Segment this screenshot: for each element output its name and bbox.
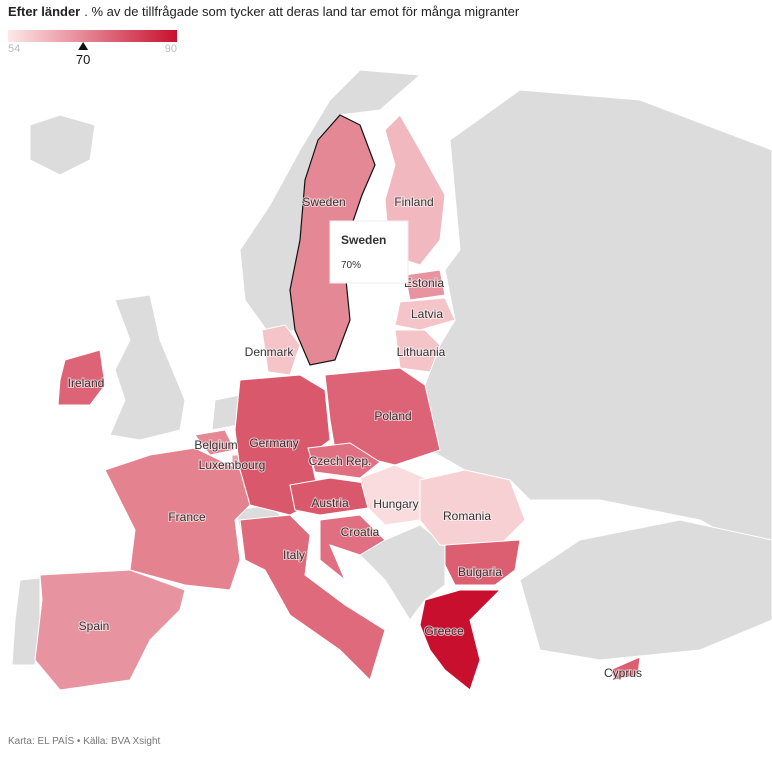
country-label: Czech Rep. xyxy=(309,454,372,468)
legend-marker: 70 xyxy=(76,42,90,67)
country xyxy=(419,589,502,691)
country-label: France xyxy=(168,510,206,524)
country xyxy=(394,297,456,331)
country xyxy=(444,539,521,586)
country-label: Italy xyxy=(283,548,305,562)
country xyxy=(324,367,441,466)
legend: 54 90 70 xyxy=(8,30,177,67)
country-label: Romania xyxy=(443,509,491,523)
country xyxy=(34,569,186,691)
country-label: Belgium xyxy=(194,438,237,452)
country-label: Spain xyxy=(79,619,110,633)
country xyxy=(419,469,526,551)
uk xyxy=(109,294,186,441)
legend-max: 90 xyxy=(165,43,177,55)
footer: Karta: EL PAÍS • Källa: BVA Xsight xyxy=(8,734,161,747)
turkey xyxy=(519,519,772,661)
country-labels: Sweden Finland Denmark Estonia Latvia Lithuan… xyxy=(67,194,643,681)
country-label: Croatia xyxy=(341,525,380,539)
legend-min: 54 xyxy=(8,43,20,55)
title-line: Efter länder . % av de tillfrågade som ty… xyxy=(8,4,520,19)
country-label: Estonia xyxy=(404,276,444,290)
tooltip-box xyxy=(329,220,409,284)
country-label: Finland xyxy=(394,195,433,209)
background-countries xyxy=(11,69,772,666)
country xyxy=(319,514,386,581)
country xyxy=(194,429,236,456)
country-label: Austria xyxy=(311,496,349,510)
marker-triangle xyxy=(78,42,89,50)
balkans xyxy=(359,524,446,621)
country xyxy=(404,269,446,301)
country-label: Germany xyxy=(249,436,298,450)
title: Efter länder xyxy=(8,4,80,19)
country-label: Sweden xyxy=(302,195,345,209)
country xyxy=(261,324,301,376)
country-label: Poland xyxy=(374,409,411,423)
country-label: Luxembourg xyxy=(199,458,266,472)
tooltip: Sweden 70% xyxy=(329,220,409,284)
country xyxy=(57,349,106,406)
tooltip-value: 70% xyxy=(341,260,361,271)
iceland xyxy=(29,114,96,176)
tooltip-name: Sweden xyxy=(341,233,386,247)
country-label: Greece xyxy=(424,624,464,638)
legend-bar xyxy=(8,30,177,42)
country-label: Hungary xyxy=(373,497,418,511)
subtitle: . % av de tillfrågade som tycker att der… xyxy=(84,4,520,19)
country xyxy=(239,514,386,681)
country xyxy=(104,447,251,591)
country xyxy=(307,442,381,479)
country-label: Ireland xyxy=(68,376,105,390)
country-label: Cyprus xyxy=(604,666,642,680)
marker-label: 70 xyxy=(76,52,90,67)
country-label: Denmark xyxy=(245,345,295,359)
country-label: Bulgaria xyxy=(458,565,502,579)
country-label: Lithuania xyxy=(397,345,446,359)
country xyxy=(609,656,641,681)
country xyxy=(394,329,441,373)
country-label: Latvia xyxy=(411,307,443,321)
